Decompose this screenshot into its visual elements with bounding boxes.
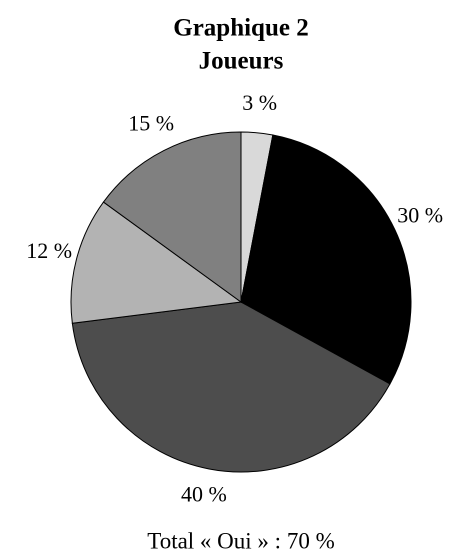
- value-label: 30 %: [397, 203, 443, 228]
- pie-slice: [102, 131, 242, 303]
- annotation: Total « Oui » : 70 %: [147, 528, 334, 553]
- chart-title: Graphique 2: [173, 15, 308, 42]
- value-label: 40 %: [181, 482, 227, 507]
- value-label: 15 %: [128, 111, 174, 136]
- pie-slice: [240, 134, 412, 385]
- chart-subtitle: Joueurs: [199, 48, 284, 75]
- value-label: 3 %: [242, 90, 277, 115]
- pie-slice: [70, 201, 243, 324]
- pie-slice: [71, 301, 391, 473]
- value-label: 12 %: [26, 238, 72, 263]
